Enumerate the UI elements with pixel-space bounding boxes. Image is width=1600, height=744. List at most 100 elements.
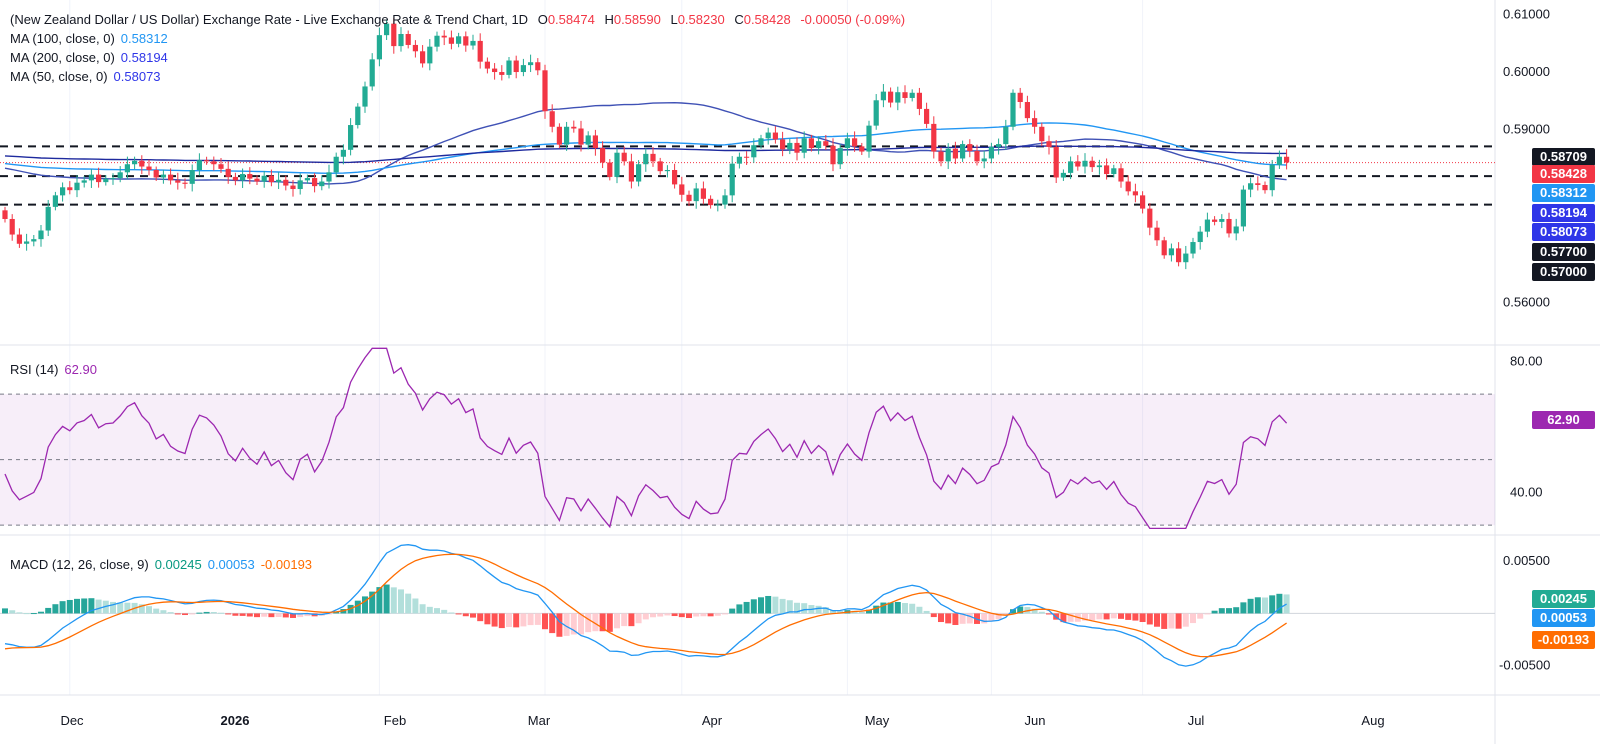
macd-histogram-bar xyxy=(1254,597,1261,614)
candle-body xyxy=(103,178,109,183)
candle-body xyxy=(232,176,238,181)
candle-body xyxy=(38,230,44,240)
candle-body xyxy=(369,59,375,87)
macd-histogram-bar xyxy=(1060,613,1067,623)
macd-histogram-bar xyxy=(736,604,743,614)
macd-histogram-bar xyxy=(664,613,671,616)
candle-body xyxy=(1075,161,1081,167)
price-tick-label: 0.56000 xyxy=(1503,295,1550,310)
candle-body xyxy=(1082,160,1088,167)
macd-histogram-bar xyxy=(1002,613,1009,616)
macd-histogram-bar xyxy=(506,613,512,628)
candle-body xyxy=(600,148,606,163)
macd-histogram-bar xyxy=(1038,611,1045,614)
ma200-value: 0.58194 xyxy=(120,50,168,65)
candle-body xyxy=(204,160,210,162)
candle-body xyxy=(1226,218,1232,234)
candle-body xyxy=(391,23,397,47)
macd-histogram-bar xyxy=(491,613,498,627)
macd-histogram-bar xyxy=(801,603,808,614)
candle-body xyxy=(931,123,937,152)
candle-body xyxy=(24,241,30,244)
candle-body xyxy=(1284,156,1290,163)
price-tag-level-low: 0.57000 xyxy=(1532,263,1595,281)
macd-histogram-bar xyxy=(160,610,167,614)
candle-body xyxy=(60,187,66,196)
ma50-label: MA (50, close, 0) xyxy=(10,69,108,84)
candle-body xyxy=(276,179,282,183)
macd-histogram-bar xyxy=(938,613,944,623)
candle-body xyxy=(124,164,130,173)
macd-histogram-bar xyxy=(966,613,973,624)
candle-body xyxy=(362,86,368,107)
candle-body xyxy=(506,60,512,75)
candle-body xyxy=(96,174,102,183)
macd-histogram-bar xyxy=(779,598,786,614)
candle-body xyxy=(765,132,771,139)
macd-histogram-bar xyxy=(275,613,282,617)
price-tag-ma50: 0.58073 xyxy=(1532,223,1595,241)
macd-histogram-bar xyxy=(282,613,289,618)
ma50-legend[interactable]: MA (50, close, 0) 0.58073 xyxy=(10,67,161,86)
candle-body xyxy=(909,92,915,98)
candle-body xyxy=(384,23,390,36)
candle-body xyxy=(592,135,598,149)
candle-body xyxy=(938,151,944,162)
candle-body xyxy=(1176,248,1182,263)
candle-body xyxy=(175,180,181,183)
macd-histogram-bar xyxy=(707,613,714,617)
candle-body xyxy=(499,72,505,75)
macd-histogram-bar xyxy=(628,613,635,627)
rsi-tag: 62.90 xyxy=(1532,411,1595,429)
macd-histogram-bar xyxy=(1276,593,1283,614)
candle-body xyxy=(254,178,260,182)
candle-body xyxy=(1104,165,1110,175)
candle-body xyxy=(823,141,829,146)
macd-histogram-bar xyxy=(484,613,491,625)
candle-body xyxy=(297,180,303,190)
macd-legend[interactable]: MACD (12, 26, close, 9) 0.00245 0.00053 -0.… xyxy=(10,555,312,574)
price-tag-last: 0.58428 xyxy=(1532,165,1595,183)
candle-body xyxy=(571,126,577,129)
macd-histogram-bar xyxy=(722,613,728,615)
rsi-legend[interactable]: RSI (14) 62.90 xyxy=(10,360,97,379)
candle-body xyxy=(751,145,757,158)
candle-body xyxy=(160,174,166,178)
candle-body xyxy=(355,106,361,126)
ma100-value: 0.58312 xyxy=(120,31,168,46)
candle-body xyxy=(1046,141,1052,147)
candle-body xyxy=(340,149,346,157)
macd-histogram-bar xyxy=(794,602,800,614)
candle-body xyxy=(916,92,922,109)
macd-histogram-bar xyxy=(599,613,606,632)
candle-body xyxy=(211,161,217,165)
candle-body xyxy=(463,36,469,46)
ma100-legend[interactable]: MA (100, close, 0) 0.58312 xyxy=(10,29,168,48)
macd-histogram-bar xyxy=(268,613,275,618)
macd-histogram-bar xyxy=(196,612,203,614)
candle-body xyxy=(830,145,836,165)
macd-histogram-bar xyxy=(1046,613,1052,615)
macd-histogram-bar xyxy=(1240,602,1247,614)
macd-histogram-bar xyxy=(189,613,196,615)
price-tag-ma200: 0.58194 xyxy=(1532,204,1595,222)
candle-body xyxy=(794,142,800,153)
macd-histogram-bar xyxy=(254,613,260,618)
candle-body xyxy=(967,144,973,151)
candle-body xyxy=(1111,168,1117,175)
rsi-tick-label: 80.00 xyxy=(1510,353,1543,368)
macd-histogram-bar xyxy=(1082,613,1088,621)
candle-body xyxy=(456,36,462,44)
candle-body xyxy=(1248,183,1254,190)
candle-body xyxy=(492,68,498,73)
candle-body xyxy=(153,170,159,178)
ma200-legend[interactable]: MA (200, close, 0) 0.58194 xyxy=(10,48,168,67)
time-tick-label: Apr xyxy=(702,713,723,728)
candle-body xyxy=(888,91,894,103)
candle-body xyxy=(729,163,735,196)
candle-body xyxy=(535,62,541,71)
candle-body xyxy=(895,92,901,103)
candle-body xyxy=(427,46,433,64)
candle-body xyxy=(31,239,37,242)
